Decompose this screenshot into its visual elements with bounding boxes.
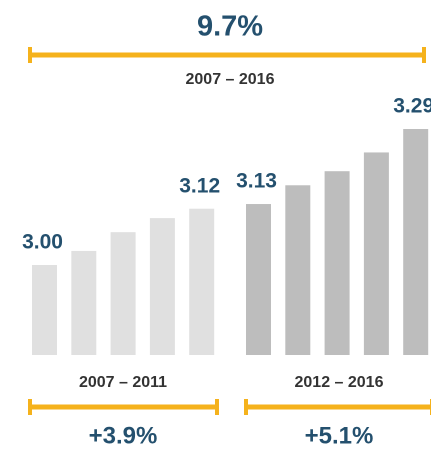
group-period: 2012 – 2016	[295, 374, 384, 391]
bar	[363, 152, 389, 355]
bar	[403, 129, 429, 355]
group-change: +5.1%	[305, 422, 374, 449]
bar	[189, 208, 215, 355]
group-change: +3.9%	[89, 422, 158, 449]
value-label: 3.13	[236, 170, 277, 193]
value-label: 3.12	[179, 174, 220, 197]
value-label: 3.00	[22, 231, 63, 254]
bar	[285, 185, 311, 355]
bar	[246, 204, 271, 355]
bar	[71, 250, 97, 355]
bar	[110, 232, 136, 355]
overall-change: 9.7%	[197, 11, 263, 43]
overall-period: 2007 – 2016	[186, 71, 275, 88]
bar	[149, 218, 175, 355]
bar	[324, 171, 350, 355]
bar	[32, 265, 57, 355]
group-period: 2007 – 2011	[79, 374, 167, 391]
value-label: 3.29	[393, 95, 431, 118]
